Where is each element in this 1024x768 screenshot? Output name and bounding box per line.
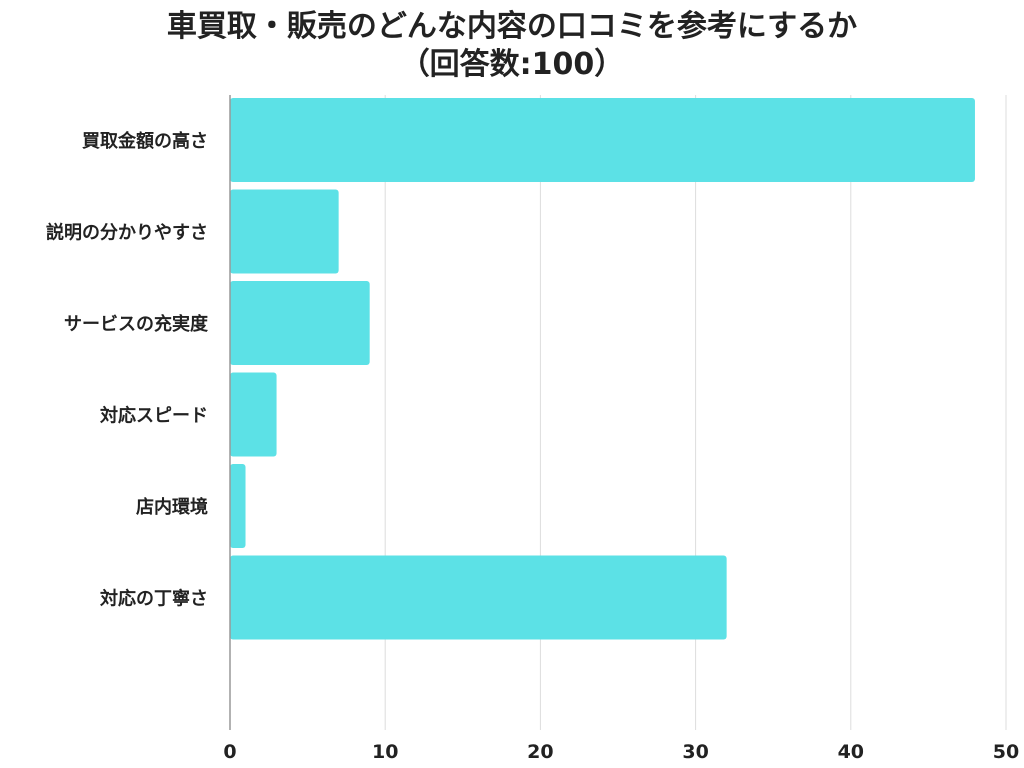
- x-tick-label: 20: [527, 741, 553, 763]
- chart-title-text: 車買取・販売のどんな内容の口コミを参考にするか: [166, 9, 858, 44]
- category-label: 対応スピード: [99, 405, 208, 427]
- x-tick-label: 10: [372, 741, 398, 763]
- x-tick-label: 50: [993, 741, 1019, 763]
- chart-title: 車買取・販売のどんな内容の口コミを参考にするか （回答数:100）: [0, 8, 1024, 84]
- bar-1: [230, 189, 339, 274]
- category-label: 買取金額の高さ: [82, 130, 208, 152]
- bar-0: [230, 98, 975, 182]
- bars: [230, 98, 975, 640]
- category-label: 対応の丁寧さ: [99, 588, 208, 610]
- x-tick-labels: 0 10 20 30 40 50: [223, 741, 1019, 763]
- bar-4: [230, 464, 246, 548]
- category-label: 説明の分かりやすさ: [46, 222, 208, 244]
- x-tick-label: 0: [223, 741, 236, 763]
- x-tick-label: 30: [682, 741, 708, 763]
- bar-3: [230, 372, 277, 457]
- category-label: サービスの充実度: [64, 313, 209, 335]
- bar-2: [230, 281, 370, 365]
- category-label: 店内環境: [136, 496, 208, 518]
- chart-subtitle-text: （回答数:100）: [399, 47, 625, 82]
- x-tick-label: 40: [838, 741, 864, 763]
- bar-5: [230, 555, 727, 640]
